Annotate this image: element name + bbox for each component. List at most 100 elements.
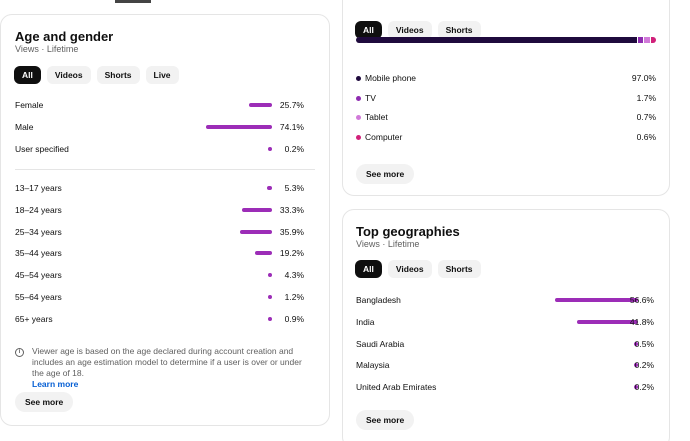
row-value: 33.3% (279, 204, 304, 215)
chip-videos[interactable]: Videos (46, 66, 91, 84)
row-label: 25–34 years (15, 226, 62, 237)
row-label: TV (365, 92, 376, 103)
device-row: Tablet 0.7% (356, 111, 656, 125)
age-gender-card: Age and gender Views · Lifetime All Vide… (0, 14, 330, 426)
card-subtitle: Views · Lifetime (15, 44, 79, 54)
row-bar (249, 103, 272, 107)
row-bar (242, 207, 272, 212)
geography-row: India 41.8% (356, 315, 654, 329)
row-bar (240, 229, 272, 234)
row-label: User specified (15, 144, 69, 154)
row-label: Computer (365, 131, 403, 142)
row-label: 18–24 years (15, 204, 62, 215)
row-label: United Arab Emirates (356, 382, 437, 393)
row-bar (634, 341, 638, 346)
gender-row: Male 74.1% (15, 120, 304, 134)
device-bar-segment (636, 37, 644, 43)
chip-shorts[interactable]: Shorts (437, 260, 481, 278)
age-row: 18–24 years 33.3% (15, 203, 304, 217)
device-row: TV 1.7% (356, 92, 656, 106)
top-geographies-card: Top geographies Views · Lifetime All Vid… (342, 209, 670, 441)
card-title: Age and gender (15, 29, 114, 44)
row-bar (634, 385, 638, 390)
content-type-chips: All Videos Shorts Live (14, 66, 179, 84)
chip-shorts[interactable]: Shorts (96, 66, 140, 84)
row-label: Malaysia (356, 360, 390, 371)
legend-dot (356, 115, 361, 120)
row-label: Mobile phone (365, 73, 417, 83)
row-bar (268, 147, 272, 151)
row-label: 13–17 years (15, 183, 62, 193)
row-label: Saudi Arabia (356, 338, 405, 349)
row-label: 55–64 years (15, 292, 62, 302)
row-value: 5.3% (284, 183, 304, 193)
row-value: 19.2% (279, 248, 304, 259)
gender-row: User specified 0.2% (15, 142, 304, 156)
row-bar (268, 316, 272, 321)
row-value: 1.7% (636, 92, 656, 103)
divider (15, 169, 315, 170)
age-row: 65+ years 0.9% (15, 312, 304, 326)
info-text: Viewer age is based on the age declared … (32, 346, 302, 378)
chip-all[interactable]: All (355, 260, 382, 278)
age-row: 55–64 years 1.2% (15, 290, 304, 304)
gender-row: Female 25.7% (15, 98, 304, 112)
chip-live[interactable]: Live (145, 66, 179, 84)
legend-dot (356, 76, 361, 81)
age-row: 35–44 years 19.2% (15, 246, 304, 260)
geography-row: Bangladesh 56.6% (356, 293, 654, 307)
row-bar (268, 295, 272, 299)
see-more-button[interactable]: See more (15, 392, 74, 412)
row-label: Bangladesh (356, 295, 401, 305)
device-bar-segment (649, 37, 656, 43)
legend-dot (356, 95, 361, 101)
row-bar (206, 125, 272, 129)
legend-dot (356, 134, 361, 140)
chip-all[interactable]: All (14, 66, 41, 84)
learn-more-link[interactable]: Learn more (32, 379, 79, 389)
row-value: 4.3% (284, 270, 304, 281)
row-value: 25.7% (279, 100, 304, 110)
age-row: 25–34 years 35.9% (15, 225, 304, 239)
row-value: 35.9% (279, 226, 304, 237)
row-value: 74.1% (279, 122, 304, 132)
chip-videos[interactable]: Videos (387, 260, 432, 278)
row-value: 56.6% (629, 295, 654, 305)
device-bar-segment (643, 37, 650, 43)
chip-videos[interactable]: Videos (387, 21, 432, 39)
age-info-note: i Viewer age is based on the age declare… (15, 346, 315, 390)
row-value: 0.9% (284, 313, 304, 324)
geography-row: Saudi Arabia 0.5% (356, 337, 654, 351)
row-bar (555, 298, 638, 302)
age-row: 13–17 years 5.3% (15, 181, 304, 195)
geography-row: United Arab Emirates 0.2% (356, 380, 654, 394)
row-value: 0.2% (284, 144, 304, 154)
see-more-button[interactable]: See more (356, 164, 415, 184)
row-bar (634, 363, 638, 368)
row-bar (254, 251, 272, 256)
card-title: Top geographies (356, 224, 460, 239)
row-value: 0.2% (634, 382, 654, 393)
age-row: 45–54 years 4.3% (15, 268, 304, 282)
chip-all[interactable]: All (355, 21, 382, 39)
row-value: 0.6% (636, 131, 656, 142)
row-label: Male (15, 122, 34, 132)
active-tab-indicator (115, 0, 151, 3)
row-bar (576, 319, 638, 324)
row-value: 97.0% (631, 73, 656, 83)
device-row: Mobile phone 97.0% (356, 72, 656, 86)
device-type-card: All Videos Shorts Mobile phone 97.0% TV 1.7… (342, 0, 670, 196)
see-more-button[interactable]: See more (356, 410, 415, 430)
chip-shorts[interactable]: Shorts (437, 21, 481, 39)
row-label: India (356, 316, 375, 327)
row-value: 0.2% (634, 360, 654, 371)
row-value: 1.2% (284, 292, 304, 302)
device-share-bar (356, 37, 656, 43)
device-bar-segment (356, 37, 637, 43)
row-label: 45–54 years (15, 270, 62, 281)
content-type-chips: All Videos Shorts (355, 260, 481, 278)
info-icon: i (15, 348, 24, 357)
row-value: 0.7% (636, 112, 656, 122)
device-row: Computer 0.6% (356, 131, 656, 145)
row-label: 35–44 years (15, 248, 62, 259)
